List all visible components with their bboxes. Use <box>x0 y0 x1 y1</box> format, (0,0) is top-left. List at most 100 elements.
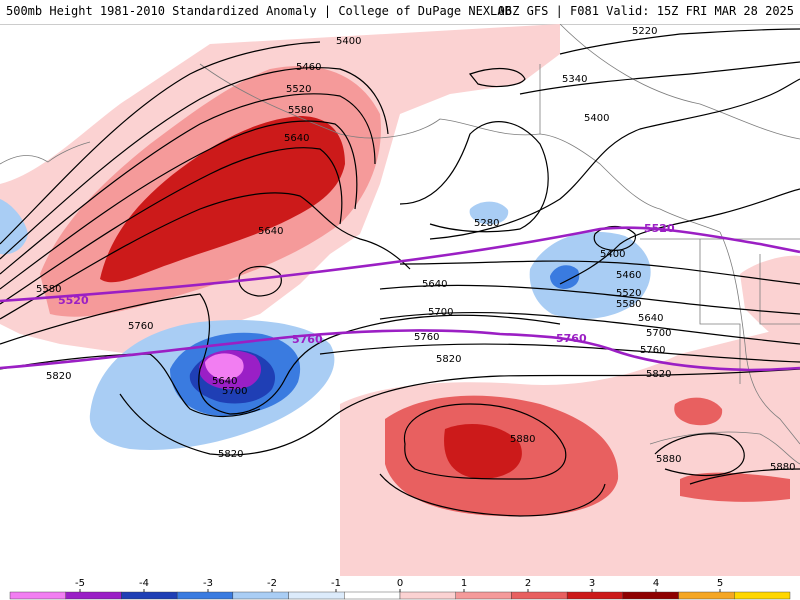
contour-line <box>0 93 376 275</box>
contour-label: 5280 <box>474 218 499 229</box>
reference-contours <box>0 226 800 372</box>
contour-label: 5820 <box>646 369 671 380</box>
contour-label: 5700 <box>222 386 247 397</box>
contour-label: 5760 <box>128 321 153 332</box>
map-title: 500mb Height 1981-2010 Standardized Anom… <box>6 4 512 18</box>
contour-line <box>0 147 343 305</box>
contour-line <box>379 473 606 517</box>
contour-labels: 5400 5460 5520 5580 5640 5640 5580 5760 … <box>36 26 795 473</box>
contour-label: 5820 <box>46 371 71 382</box>
contour-line <box>0 293 561 415</box>
reference-line-5760 <box>0 329 800 372</box>
contour-label: 5340 <box>562 74 587 85</box>
negative-anomaly-shading <box>0 199 651 450</box>
coastline <box>559 24 800 140</box>
legend-color-segment <box>344 591 401 600</box>
anomaly-region <box>680 472 790 502</box>
contour-label: 5880 <box>770 462 795 473</box>
contour-label: 5580 <box>288 105 313 116</box>
legend-color-segment <box>399 591 456 600</box>
anomaly-region <box>469 201 509 225</box>
model-run-info: 06Z GFS | F081 Valid: 15Z FRI MAR 28 202… <box>497 4 794 18</box>
border <box>759 254 800 325</box>
height-contours <box>0 28 800 517</box>
contour-line <box>0 41 321 245</box>
contour-line <box>238 265 282 297</box>
contour-line <box>0 353 261 418</box>
anomaly-region <box>205 353 244 380</box>
contour-label: 5400 <box>336 36 361 47</box>
contour-line <box>119 368 800 456</box>
contour-line <box>559 188 800 285</box>
contour-label: 5640 <box>212 376 237 387</box>
legend-tick-label: 2 <box>525 578 531 589</box>
legend-color-segment <box>734 591 791 600</box>
border <box>699 239 741 384</box>
contour-line <box>468 67 526 88</box>
legend-tick-label: -5 <box>75 578 85 589</box>
anomaly-region <box>444 424 522 479</box>
contour-label: 5400 <box>600 249 625 260</box>
legend-color-segment <box>288 591 345 600</box>
contour-line <box>403 403 567 480</box>
contour-label: 5760 <box>640 345 665 356</box>
contour-label: 5820 <box>436 354 461 365</box>
contour-label: 5640 <box>284 133 309 144</box>
contour-label: 5640 <box>258 226 283 237</box>
legend-color-segment <box>121 591 178 600</box>
contour-label: 5880 <box>656 454 681 465</box>
contour-label: 5760 <box>414 332 439 343</box>
contour-label: 5460 <box>616 270 641 281</box>
contour-line <box>593 225 636 251</box>
anomaly-region <box>100 116 345 283</box>
anomaly-region <box>529 231 651 319</box>
contour-line <box>689 468 800 485</box>
contour-line <box>379 284 800 315</box>
coastline <box>199 63 721 233</box>
reference-contour-label: 5760 <box>556 332 587 345</box>
contour-label: 5400 <box>584 113 609 124</box>
legend-color-segment <box>176 591 234 600</box>
legend-tick-label: 4 <box>653 578 659 589</box>
legend-tick-label: -1 <box>331 578 341 589</box>
reference-line-5520 <box>0 226 800 303</box>
legend-color-segment <box>455 591 512 600</box>
contour-label: 5700 <box>646 328 671 339</box>
contour-line <box>399 260 800 285</box>
contour-line <box>429 78 800 240</box>
contour-label: 5520 <box>616 288 641 299</box>
reference-contour-label: 5520 <box>58 294 89 307</box>
coastline <box>649 431 800 465</box>
contour-label: 5880 <box>510 434 535 445</box>
legend-tick-label: 3 <box>589 578 595 589</box>
legend-color-segment <box>232 591 289 600</box>
contour-line <box>559 28 800 55</box>
contour-line <box>0 67 389 260</box>
legend-color-segment <box>622 591 679 600</box>
contour-label: 5640 <box>422 279 447 290</box>
contour-line <box>0 192 411 320</box>
contour-label: 5520 <box>286 84 311 95</box>
legend-tick-label: 1 <box>461 578 467 589</box>
contour-line <box>654 433 745 477</box>
title-bar: 500mb Height 1981-2010 Standardized Anom… <box>0 0 800 25</box>
contour-line <box>519 61 800 95</box>
coastline <box>719 231 800 445</box>
contour-label: 5640 <box>638 313 663 324</box>
reference-contour-label: 5760 <box>292 333 323 346</box>
contour-label: 5580 <box>36 284 61 295</box>
legend-color-segment <box>65 591 122 600</box>
legend-ticks: -5 -4 -3 -2 -1 0 1 2 3 4 5 <box>75 578 723 592</box>
contour-line <box>399 121 549 233</box>
legend-color-segment <box>511 591 568 600</box>
contour-label: 5820 <box>218 449 243 460</box>
legend-color-segment <box>9 591 66 600</box>
reference-contour-label: 5520 <box>644 222 675 235</box>
anomaly-region <box>740 255 800 354</box>
anomaly-region <box>550 265 580 289</box>
contour-line <box>379 311 800 345</box>
legend-tick-label: 0 <box>397 578 403 589</box>
legend-tick-label: 5 <box>717 578 723 589</box>
map-canvas: 5400 5460 5520 5580 5640 5640 5580 5760 … <box>0 24 800 576</box>
